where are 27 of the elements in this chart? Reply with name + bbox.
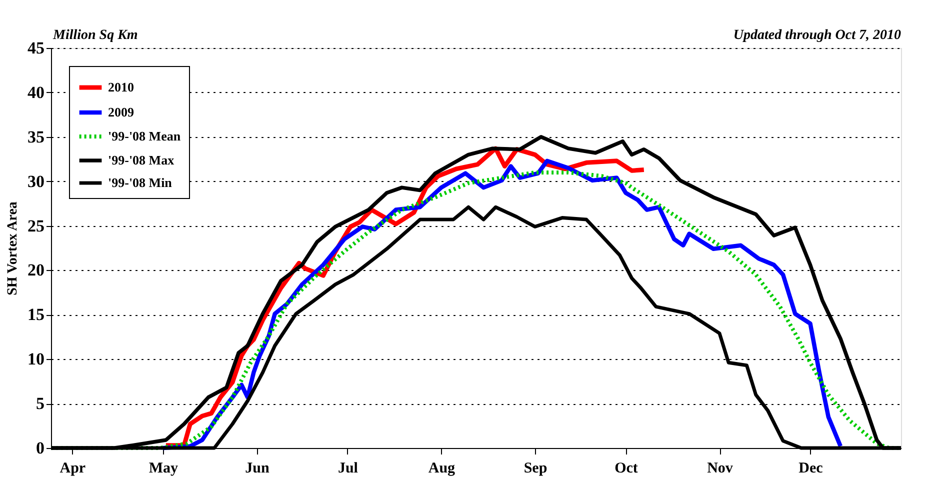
x-tick-label: Apr xyxy=(60,460,86,476)
x-tick-label: May xyxy=(148,460,178,476)
legend-label: 2009 xyxy=(108,104,134,120)
legend-label: '99-'08 Mean xyxy=(108,128,182,144)
y-tick-label: 20 xyxy=(28,260,44,280)
x-tick-label: Jun xyxy=(245,460,270,476)
y-tick-label: 30 xyxy=(28,172,44,191)
y-tick-label: 45 xyxy=(28,38,44,58)
y-tick-label: 10 xyxy=(28,350,44,369)
y-tick-label: 40 xyxy=(28,82,44,102)
x-tick-label: Nov xyxy=(707,460,734,476)
x-tick-label: Oct xyxy=(614,460,638,476)
y-tick-label: 35 xyxy=(28,127,44,146)
y-axis-title: SH Vortex Area xyxy=(6,202,20,296)
x-tick-label: Aug xyxy=(428,460,456,476)
y-tick-label: 25 xyxy=(28,216,44,236)
y-tick-label: 15 xyxy=(28,305,44,324)
x-tick-label: Dec xyxy=(798,460,824,476)
text: Updated through Oct 7, 2010 xyxy=(733,28,901,43)
x-tick-label: Sep xyxy=(524,460,548,476)
text: Million Sq Km xyxy=(52,28,138,43)
legend-label: '99-'08 Max xyxy=(108,152,175,168)
y-tick-label: 0 xyxy=(36,438,44,458)
legend-label: 2010 xyxy=(108,80,134,94)
x-tick-label: Jul xyxy=(338,460,358,476)
y-tick-label: 5 xyxy=(36,394,44,414)
legend-label: '99-'08 Min xyxy=(108,175,173,190)
